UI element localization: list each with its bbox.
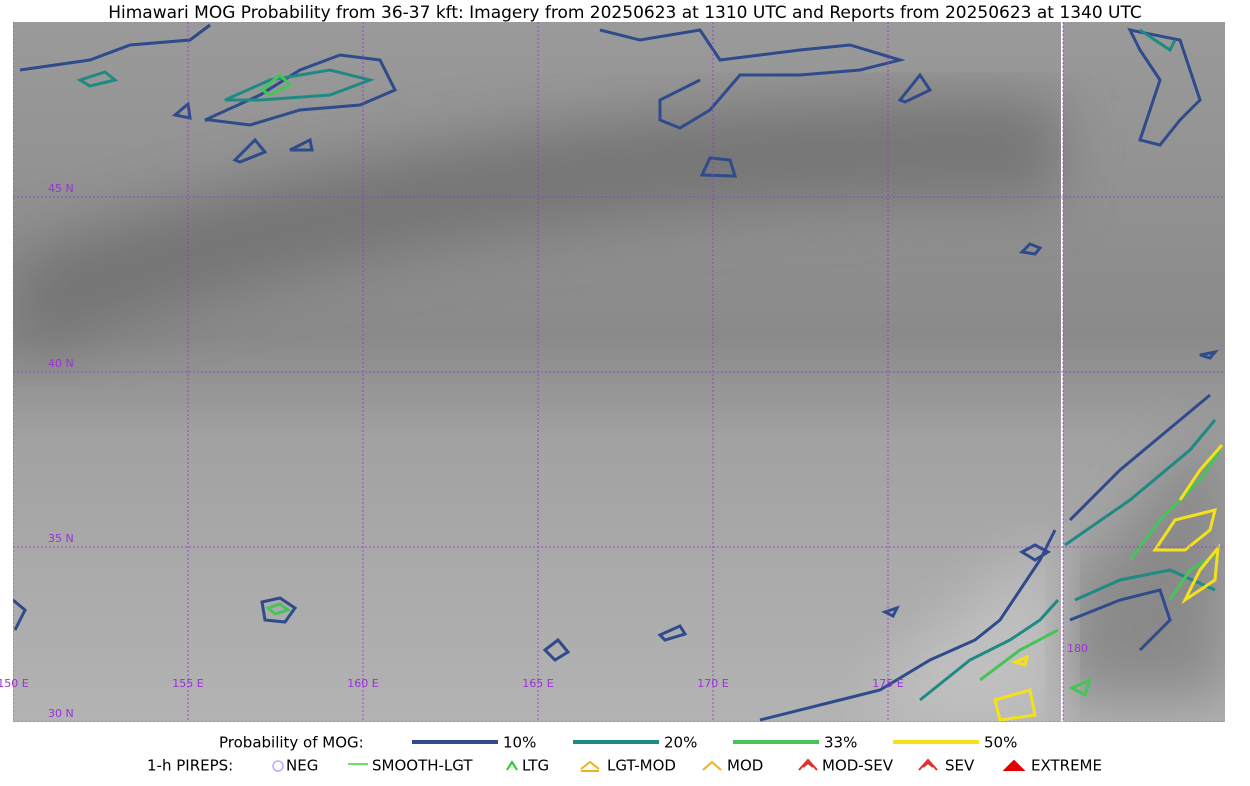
- longitude-label: 150 E: [0, 677, 29, 690]
- latitude-label: 35 N: [48, 532, 74, 545]
- longitude-label: 160 E: [347, 677, 378, 690]
- legend-label: 33%: [824, 734, 857, 752]
- legend-label: LTG: [522, 757, 549, 775]
- latitude-label: 40 N: [48, 357, 74, 370]
- latitude-label: 45 N: [48, 182, 74, 195]
- legend-label: NEG: [286, 757, 318, 775]
- legend-label: MOD: [727, 757, 763, 775]
- map-area: [13, 22, 1225, 722]
- longitude-label: 180: [1067, 642, 1088, 655]
- pirep-icon: [506, 760, 518, 771]
- legend-label: MOD-SEV: [822, 757, 894, 775]
- latitude-label: 30 N: [48, 707, 74, 720]
- longitude-label: 175 E: [872, 677, 903, 690]
- legend-label: 10%: [503, 734, 536, 752]
- legend-label: LGT-MOD: [607, 757, 676, 775]
- legend-label: 20%: [664, 734, 697, 752]
- map-title: Himawari MOG Probability from 36-37 kft:…: [108, 3, 1142, 23]
- legend-label: 50%: [984, 734, 1017, 752]
- longitude-label: 170 E: [697, 677, 728, 690]
- legend-title: Probability of MOG:: [219, 734, 364, 752]
- pirep-icon: [702, 760, 722, 771]
- longitude-label: 165 E: [522, 677, 553, 690]
- legend-label: EXTREME: [1031, 757, 1102, 775]
- longitude-label: 155 E: [172, 677, 203, 690]
- pirep-icon: [918, 758, 938, 771]
- pirep-icon: [580, 760, 600, 772]
- legend-title: 1-h PIREPS:: [147, 757, 233, 775]
- legend-label: SEV: [945, 757, 975, 775]
- pirep-icon: [272, 760, 284, 772]
- pirep-icon: [1002, 759, 1026, 771]
- legend-label: SMOOTH-LGT: [372, 757, 473, 775]
- pirep-icon: [798, 758, 818, 771]
